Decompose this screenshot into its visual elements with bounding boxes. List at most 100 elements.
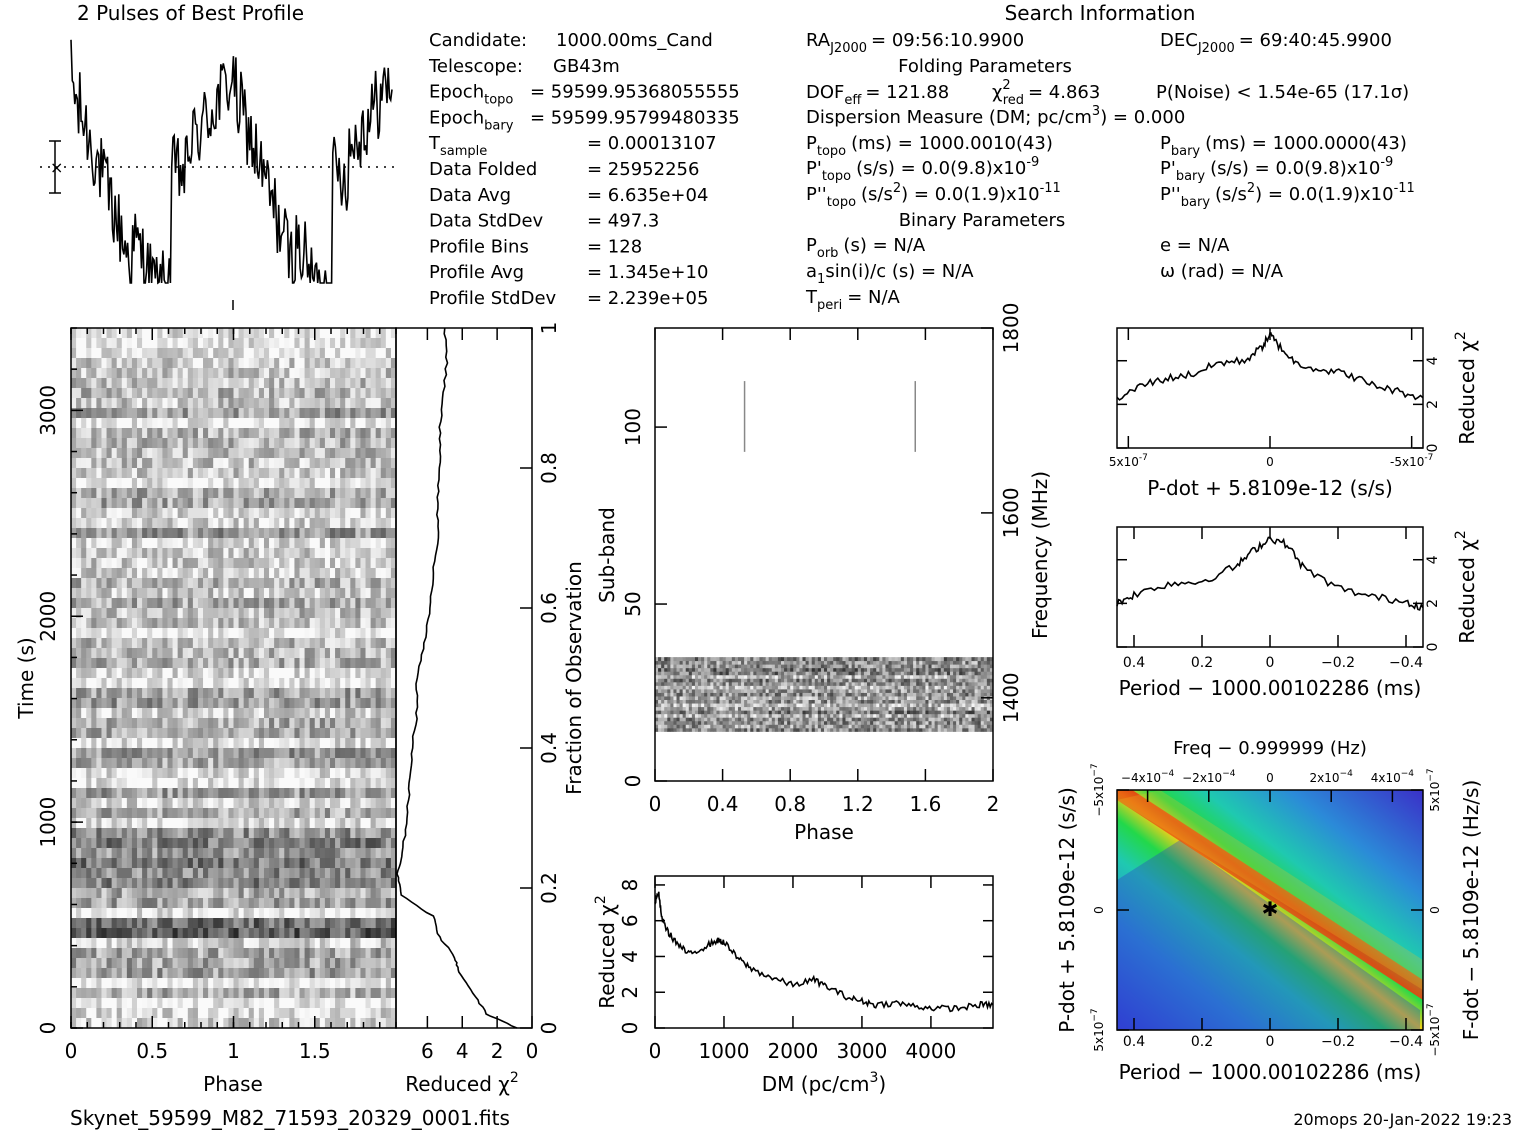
fraction-chi2-plot: 6 4 2 000.20.40.60.81 Reduced χ2 Fraction o… — [395, 322, 586, 1096]
info-row: Epochtopo — [429, 82, 513, 108]
pp-y-tick: 5x10−7 — [1090, 1008, 1106, 1051]
info-row: Tsample — [428, 133, 487, 159]
pp-x-tick: −0.2 — [1321, 1034, 1355, 1050]
period-chi2-y-tick: 0 — [1425, 643, 1441, 652]
freq-top-tick: −2x10−4 — [1182, 769, 1236, 785]
binary-title: Binary Parameters — [899, 210, 1066, 231]
info-value: = 128 — [587, 236, 642, 257]
pp-x-tick: −0.4 — [1389, 1034, 1423, 1050]
ra-value: RAJ2000 = 09:56:10.9900 — [806, 30, 1024, 56]
profile-title: 2 Pulses of Best Profile — [77, 1, 304, 25]
info-value: = 0.00013107 — [587, 133, 717, 154]
period-chi2-y-tick: 2 — [1425, 599, 1441, 608]
subband-x-tick: 0.4 — [707, 792, 739, 816]
freq-axis-label: Freq − 0.999999 (Hz) — [1173, 738, 1367, 759]
time-axis-label: Time (s) — [14, 637, 38, 719]
fraction-chi2-x-tick: 2 — [491, 1039, 504, 1063]
fraction-y-tick: 0.4 — [537, 732, 561, 764]
pbary-value: Pbary (ms) = 1000.0000(43) — [1160, 133, 1407, 159]
dm-x-tick: 2000 — [768, 1039, 819, 1063]
fraction-chi2-x-tick: 4 — [456, 1039, 469, 1063]
subband-x-tick: 0 — [649, 792, 662, 816]
subband-axis-label: Sub-band — [595, 507, 619, 603]
tperi-value: Tperi = N/A — [805, 287, 901, 313]
info-row: Data StdDev — [429, 211, 544, 232]
pp-y-tick: 0 — [1092, 906, 1106, 914]
profile-mean-marker: × — [50, 158, 63, 177]
freq-top-tick: 4x10−4 — [1371, 769, 1415, 785]
info-row: Profile Bins — [429, 236, 529, 257]
subband-x-tick: 1.2 — [842, 792, 874, 816]
fraction-chi2-x-tick: 6 — [421, 1039, 434, 1063]
period-x-tick: −0.4 — [1389, 655, 1423, 671]
time-phase-y-tick: 2000 — [36, 591, 60, 642]
info-value: = 6.635e+04 — [587, 185, 708, 206]
profile-plot: × — [40, 39, 395, 310]
period-chi2-curve — [1116, 536, 1424, 611]
phase-axis-label: Phase — [203, 1072, 263, 1096]
time-phase-y-tick: 1000 — [36, 797, 60, 848]
pnoise-value: P(Noise) < 1.54e-65 (17.1σ) — [1156, 82, 1409, 103]
fraction-y-tick: 1 — [537, 322, 561, 335]
pddot-bary-value: P''bary (s/s2) = 0.0(1.9)x10-11 — [1160, 181, 1415, 210]
subband-y-tick: 50 — [621, 591, 645, 616]
pp-x-tick: 0 — [1266, 1034, 1275, 1050]
pdot-chi2-y-tick: 2 — [1425, 400, 1441, 409]
dec-value: DECJ2000 = 69:40:45.9900 — [1160, 30, 1392, 56]
subband-x-tick: 1.6 — [909, 792, 941, 816]
dm-x-tick: 4000 — [905, 1039, 956, 1063]
pdot-chi2-y-tick: 4 — [1425, 356, 1441, 365]
frequency-y-tick: 1800 — [999, 303, 1023, 354]
subband-y-tick: 100 — [621, 408, 645, 446]
dm-chi2-y-tick: 6 — [618, 914, 642, 927]
time-phase-y-tick: 3000 — [36, 385, 60, 436]
time-phase-x-tick: 0.5 — [136, 1039, 168, 1063]
info-row: Profile Avg — [429, 262, 524, 283]
period-chi2-plot: 0 2 4 0.4 0.2 0 −0.2 −0.4 Reduced χ2 Period − 1… — [1116, 526, 1479, 700]
fraction-y-tick: 0.8 — [537, 452, 561, 484]
search-title: Search Information — [1005, 1, 1196, 25]
footer-filename: Skynet_59599_M82_71593_20329_0001.fits — [70, 1106, 510, 1130]
time-phase-x-tick: 1 — [227, 1039, 240, 1063]
fraction-chi2-x-tick: 0 — [526, 1039, 539, 1063]
pdot-axis-label: P-dot + 5.8109e-12 (s/s) — [1147, 476, 1393, 500]
dm-x-tick: 3000 — [836, 1039, 887, 1063]
fraction-y-tick: 0.6 — [537, 592, 561, 624]
pdot-x-tick: 5x10-7 — [1109, 453, 1148, 469]
pdot-chi2-ylabel: Reduced χ2 — [1453, 331, 1479, 445]
frequency-y-tick: 1400 — [999, 672, 1023, 723]
period-x-tick: −0.2 — [1321, 655, 1355, 671]
dm-chi2-y-tick: 2 — [618, 986, 642, 999]
pp-pdot-axis-label: P-dot + 5.8109e-12 (s/s) — [1055, 787, 1079, 1033]
candidate-info: Candidate: 1000.00ms_Cand Telescope: GB43m E… — [428, 30, 740, 309]
pdot-x-tick: 0 — [1266, 455, 1274, 469]
p-pdot-ridge — [1117, 790, 1423, 1000]
freq-top-tick: 2x10−4 — [1310, 769, 1354, 785]
p-pdot-best-marker: ✱ — [1262, 897, 1279, 921]
period-x-tick: 0.2 — [1191, 655, 1213, 671]
time-phase-y-tick: 0 — [36, 1022, 60, 1035]
pdot-chi2-curve — [1116, 332, 1424, 401]
dm-chi2-y-tick: 8 — [618, 879, 642, 892]
frequency-axis-label: Frequency (MHz) — [1028, 471, 1052, 639]
fraction-y-tick: 0.2 — [537, 872, 561, 904]
porb-value: Porb (s) = N/A — [806, 235, 926, 261]
freq-top-tick: −4x10−4 — [1121, 769, 1175, 785]
info-row: Data Avg — [429, 185, 511, 206]
time-phase-x-tick: 1.5 — [299, 1039, 331, 1063]
profile-curve — [70, 39, 393, 285]
info-value: GB43m — [553, 56, 620, 77]
dm-chi2-y-tick: 4 — [618, 950, 642, 963]
info-value: = 25952256 — [587, 159, 699, 180]
fraction-axis-label: Fraction of Observation — [562, 561, 586, 795]
pp-y-tick: −5x10−7 — [1090, 763, 1106, 816]
pp-x-tick: 0.2 — [1191, 1034, 1213, 1050]
dm-x-tick: 1000 — [699, 1039, 750, 1063]
info-value: 1000.00ms_Cand — [556, 30, 713, 51]
info-value: = 59599.95799480335 — [530, 107, 740, 128]
fraction-chi2-curve — [396, 327, 518, 1029]
pp-x-tick: 0.4 — [1123, 1034, 1145, 1050]
fraction-y-tick: 0 — [537, 1022, 561, 1035]
fraction-chi2-xlabel: Reduced χ2 — [405, 1070, 519, 1096]
